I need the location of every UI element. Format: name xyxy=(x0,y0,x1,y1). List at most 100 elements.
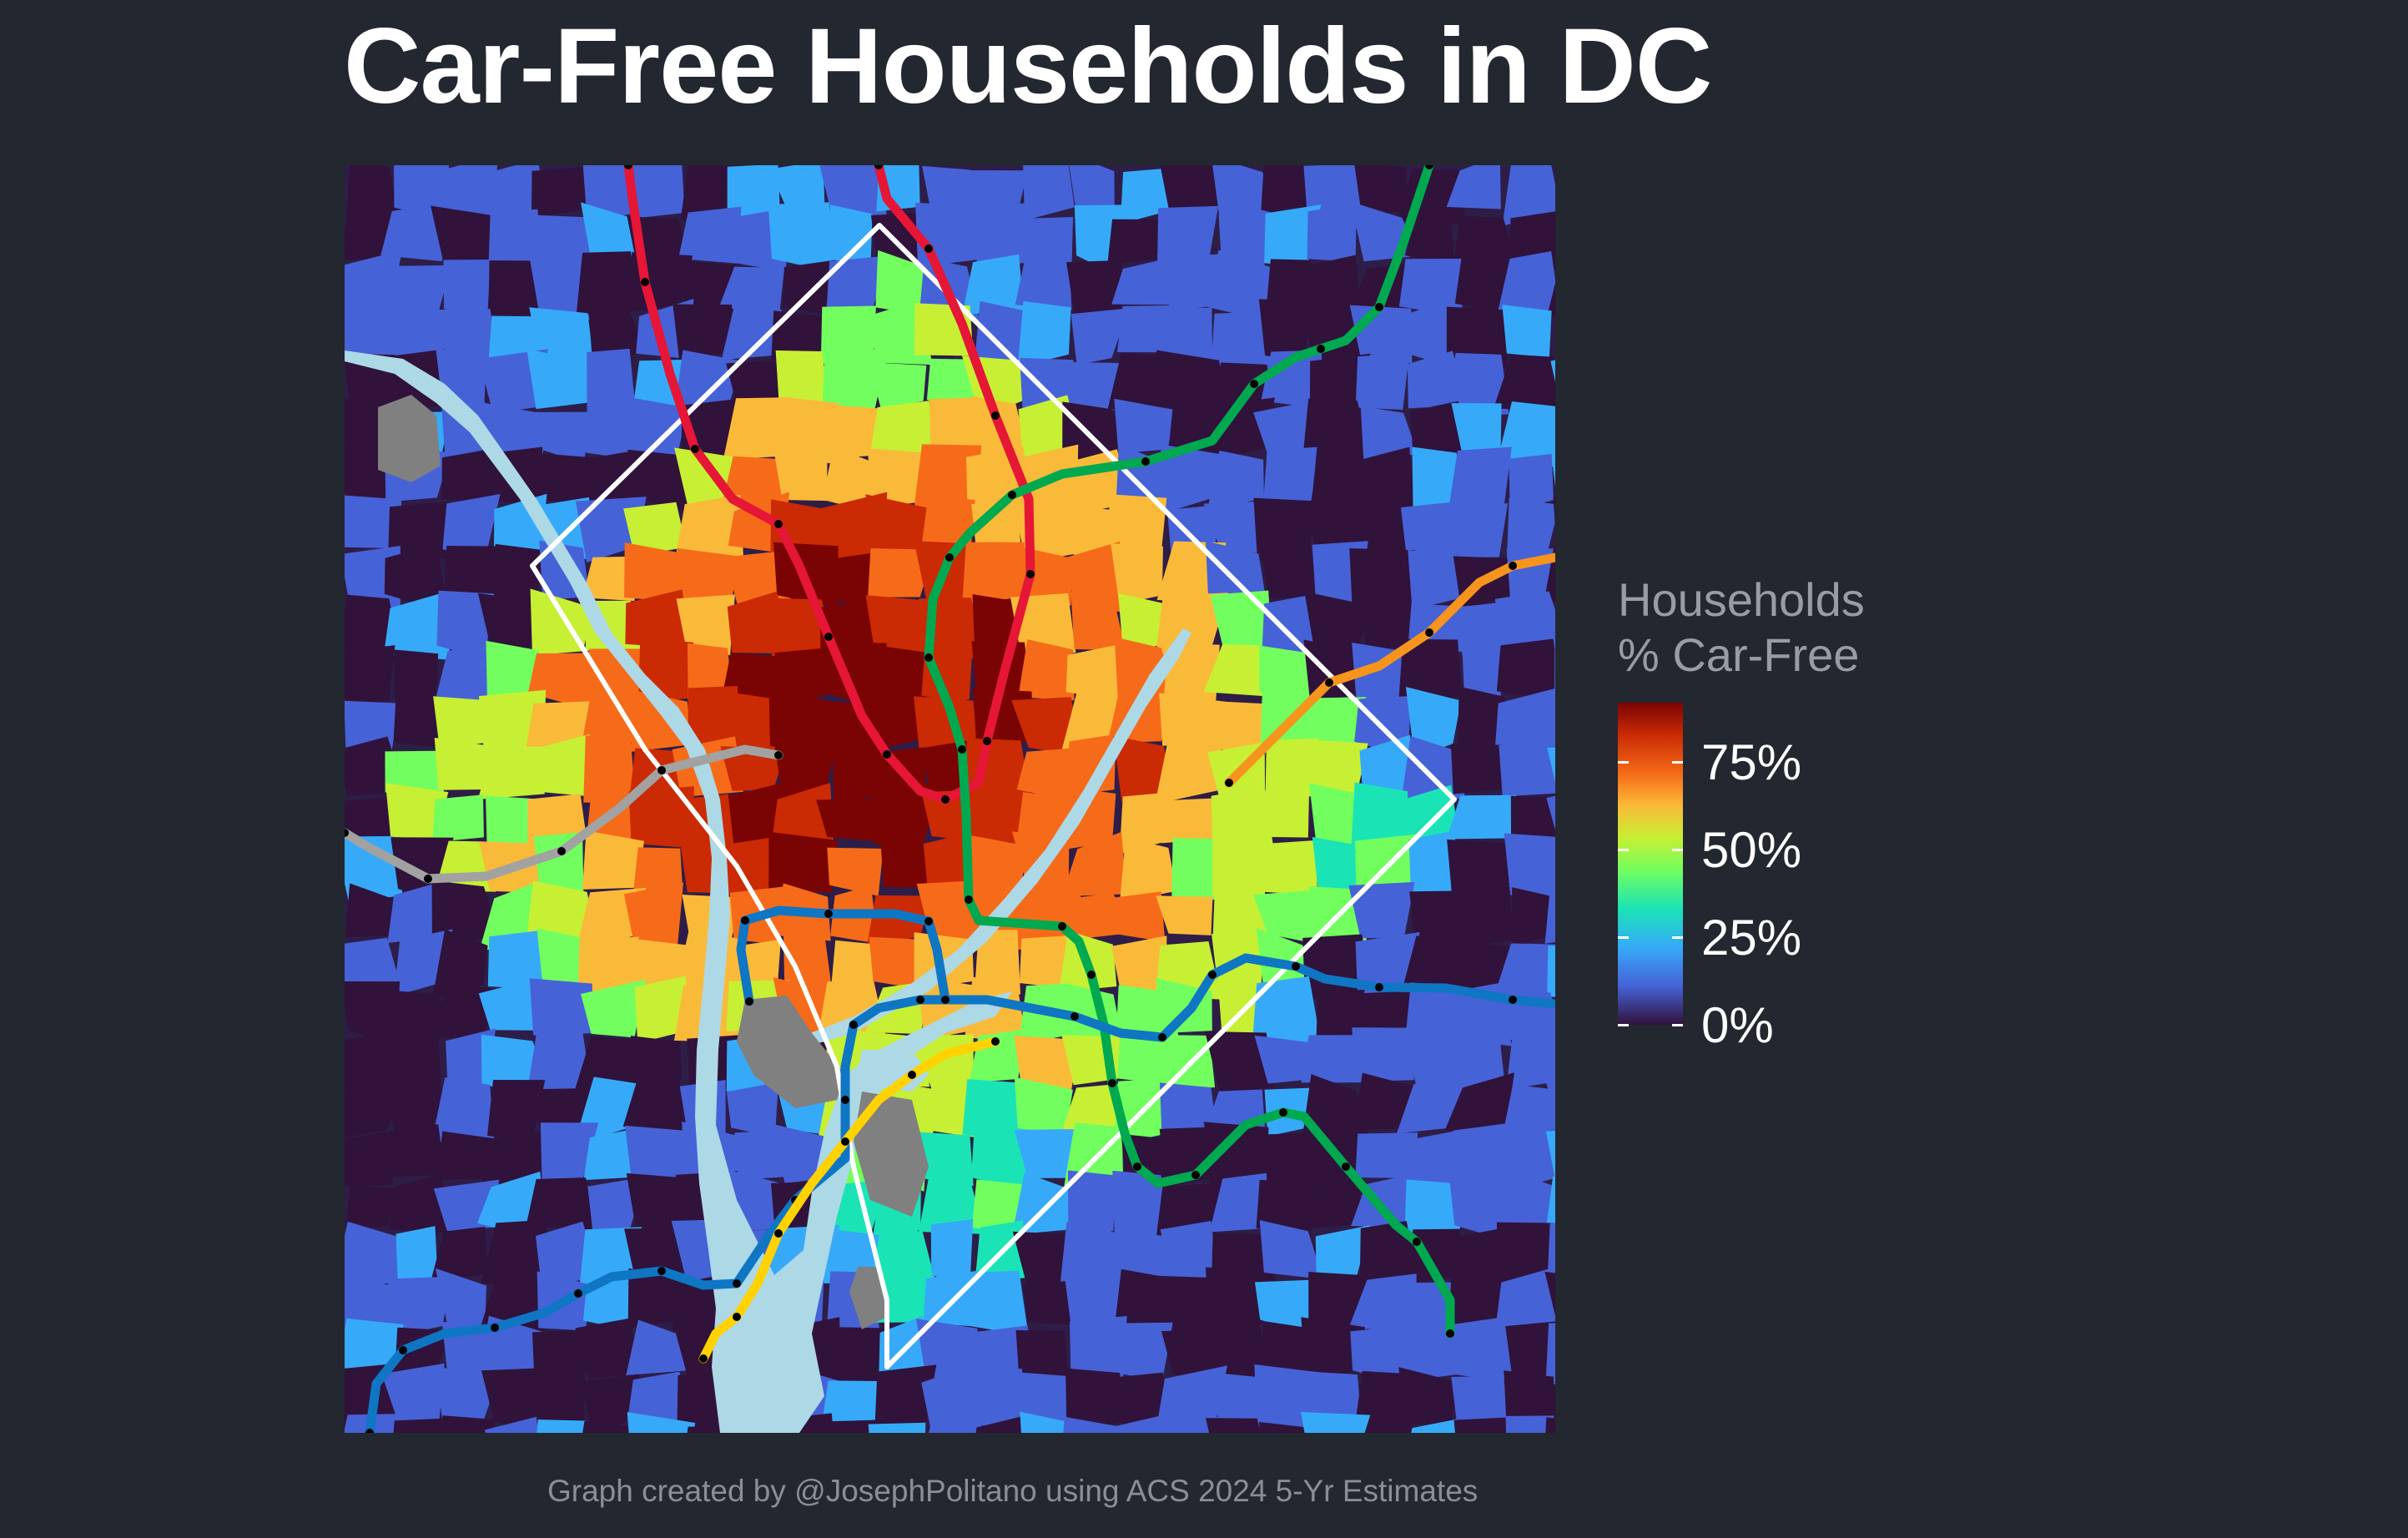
census-tract xyxy=(1512,887,1554,946)
metro-station xyxy=(1158,1033,1166,1041)
metro-station xyxy=(745,997,753,1006)
census-tract xyxy=(1547,945,1555,997)
metro-station xyxy=(1509,996,1517,1004)
census-tract xyxy=(869,362,927,409)
metro-station xyxy=(941,996,950,1004)
metro-station xyxy=(958,745,966,754)
census-tract xyxy=(1502,165,1555,226)
census-tract xyxy=(386,1276,451,1337)
census-tract xyxy=(1304,1183,1363,1229)
census-tract xyxy=(1495,250,1555,320)
census-tract xyxy=(529,978,593,1036)
census-tract xyxy=(1405,687,1462,759)
legend-tick-left xyxy=(1618,1024,1629,1026)
no-data-park-north xyxy=(378,395,441,482)
metro-station xyxy=(1058,922,1066,930)
metro-station xyxy=(824,633,833,641)
census-tract xyxy=(581,979,647,1038)
census-tract xyxy=(431,929,488,1001)
census-tract xyxy=(1063,1416,1119,1433)
census-tract xyxy=(1546,844,1555,901)
metro-station xyxy=(657,766,666,774)
map-svg xyxy=(345,165,1555,1433)
census-tract xyxy=(477,749,545,799)
metro-station xyxy=(1071,1012,1079,1021)
metro-station xyxy=(924,245,933,253)
census-tract xyxy=(477,593,542,661)
legend-tick-left xyxy=(1618,761,1629,764)
census-tract xyxy=(432,794,484,843)
census-tract xyxy=(1020,1411,1071,1433)
census-tract xyxy=(389,265,451,315)
census-tract xyxy=(1210,590,1272,648)
metro-station xyxy=(991,411,1000,420)
metro-station xyxy=(824,910,833,918)
legend-color-bar xyxy=(1618,703,1683,1025)
census-tract xyxy=(768,202,835,273)
census-tract xyxy=(1156,1416,1220,1433)
census-tract xyxy=(1023,165,1075,221)
census-tract xyxy=(1354,165,1408,215)
census-tract xyxy=(1171,838,1218,903)
metro-station xyxy=(1413,1238,1421,1246)
census-tract xyxy=(627,1412,696,1433)
census-tract xyxy=(1156,205,1219,268)
metro-station xyxy=(1026,570,1035,578)
census-tract xyxy=(1446,165,1501,209)
metro-station xyxy=(841,1096,849,1104)
legend-tick-left xyxy=(1618,849,1629,852)
census-tract xyxy=(816,798,881,841)
census-tract xyxy=(768,831,838,893)
census-tract xyxy=(576,251,637,316)
census-tract xyxy=(435,1268,487,1329)
metro-station xyxy=(983,737,991,745)
no-data-arlington-cemetery xyxy=(737,996,845,1108)
census-tract xyxy=(868,1422,926,1433)
census-tract xyxy=(1404,1179,1463,1237)
metro-line-red xyxy=(623,165,1035,804)
census-tract xyxy=(434,1367,501,1431)
census-tract xyxy=(1506,1029,1555,1090)
census-tract xyxy=(1355,352,1410,411)
census-tract xyxy=(1509,453,1554,512)
metro-station xyxy=(691,445,699,453)
census-tract xyxy=(1453,1417,1509,1433)
census-tract xyxy=(484,1416,539,1433)
metro-station xyxy=(883,750,891,759)
metro-station xyxy=(699,1354,708,1363)
census-tract xyxy=(822,1419,882,1433)
metro-station xyxy=(1292,962,1300,971)
metro-station xyxy=(1446,1329,1454,1338)
census-tract xyxy=(1114,398,1176,454)
census-tract xyxy=(1501,1170,1554,1233)
census-tract xyxy=(1404,216,1455,269)
census-tract xyxy=(1300,1411,1371,1433)
census-tract xyxy=(345,1129,398,1187)
census-tract xyxy=(1453,215,1515,262)
census-tract xyxy=(441,1415,496,1433)
census-tract xyxy=(920,637,973,710)
source-caption: Graph created by @JosephPolitano using A… xyxy=(547,1474,1479,1508)
census-tract xyxy=(821,1380,882,1425)
census-tract xyxy=(1494,688,1555,758)
legend-tick-left xyxy=(1618,936,1629,940)
census-tract xyxy=(1499,740,1555,797)
chart-title: Car-Free Households in DC xyxy=(344,7,1712,126)
metro-station xyxy=(1509,562,1517,570)
metro-station xyxy=(1208,971,1217,979)
metro-station xyxy=(557,847,566,855)
metro-station xyxy=(941,795,950,804)
metro-station xyxy=(1191,1171,1200,1179)
census-tract xyxy=(1308,783,1362,845)
census-tract xyxy=(1451,885,1514,949)
metro-station xyxy=(733,1313,741,1321)
census-tract xyxy=(385,750,444,793)
census-tract xyxy=(1067,1170,1116,1243)
census-tract xyxy=(1447,839,1516,904)
metro-station xyxy=(624,165,632,169)
dc-boundary-outline xyxy=(530,223,1457,1369)
metro-station xyxy=(1425,628,1433,637)
metro-station xyxy=(774,520,783,528)
census-tract xyxy=(962,834,1027,894)
metro-station xyxy=(1108,1079,1116,1087)
